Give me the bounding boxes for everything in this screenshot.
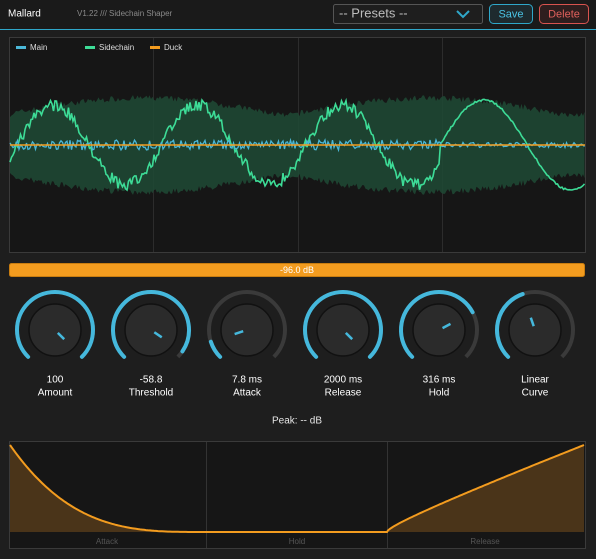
knob-label: Amount xyxy=(38,388,73,399)
knob-pointer[interactable] xyxy=(153,331,163,339)
knob-label: Hold xyxy=(429,388,450,399)
knob-body[interactable] xyxy=(220,303,274,357)
presets-select[interactable]: -- Presets -- xyxy=(333,4,483,24)
save-label[interactable]: Save xyxy=(498,8,523,20)
chevron[interactable] xyxy=(456,10,470,19)
version: V1.22 /// Sidechain Shaper xyxy=(77,9,173,18)
meter-label: -96.0 dB xyxy=(280,265,314,275)
knob-pointer[interactable] xyxy=(56,331,66,341)
envelope-fill xyxy=(10,445,584,532)
presets-placeholder[interactable]: -- Presets -- xyxy=(339,5,408,20)
knob[interactable] xyxy=(303,290,383,359)
knob-body[interactable] xyxy=(316,303,370,357)
knob[interactable] xyxy=(398,290,479,359)
knob-arc[interactable] xyxy=(398,290,475,359)
delete-button[interactable]: Delete xyxy=(539,4,589,24)
envelope-content: Attack Hold Release xyxy=(9,444,585,546)
knob-label: Release xyxy=(325,388,362,399)
knob-body[interactable] xyxy=(412,303,466,357)
knob-value: Linear xyxy=(521,375,549,386)
knob-arc[interactable] xyxy=(111,290,191,359)
select-box[interactable] xyxy=(333,4,483,24)
knob-body[interactable] xyxy=(508,303,562,357)
knob[interactable] xyxy=(495,290,575,359)
knob-pointer[interactable] xyxy=(234,330,244,336)
legend-label: Duck xyxy=(164,43,183,52)
envelope-label: Release xyxy=(470,537,500,546)
knob-value: 100 xyxy=(47,375,64,386)
knobs: 100 Amount -58.8 Threshold 7.8 ms Attack 2000 … xyxy=(15,290,575,399)
peak-label: Peak: -- dB xyxy=(272,416,322,427)
knob-label: Curve xyxy=(522,388,549,399)
knob-value: -58.8 xyxy=(140,375,163,386)
legend-label: Main xyxy=(30,43,47,52)
envelope-label: Hold xyxy=(289,537,305,546)
knob-track[interactable] xyxy=(207,290,287,359)
scope-content: Main Sidechain Duck xyxy=(9,38,586,252)
knob-value: 316 ms xyxy=(423,375,456,386)
legend-label: Sidechain xyxy=(99,43,134,52)
knob-pointer[interactable] xyxy=(529,317,535,327)
sidechain-wave xyxy=(9,97,586,192)
main-wave xyxy=(9,137,585,153)
knob-value: 7.8 ms xyxy=(232,375,262,386)
envelope-curve xyxy=(9,444,585,533)
delete-label[interactable]: Delete xyxy=(548,8,580,20)
knob-pointer[interactable] xyxy=(441,322,452,330)
envelope-label: Attack xyxy=(96,537,119,546)
knob-arc[interactable] xyxy=(303,290,383,359)
legend-swatch xyxy=(85,46,95,49)
knob-pointer[interactable] xyxy=(344,331,354,341)
knob-body[interactable] xyxy=(124,303,178,357)
legend-swatch xyxy=(16,46,26,49)
knob[interactable] xyxy=(207,290,287,359)
plugin-title: Mallard xyxy=(8,9,41,20)
knob-body[interactable] xyxy=(28,303,82,357)
delete-box[interactable] xyxy=(539,4,589,24)
knob[interactable] xyxy=(15,290,95,359)
knob-value: 2000 ms xyxy=(324,375,362,386)
knob-arc[interactable] xyxy=(15,290,95,359)
knob-label: Threshold xyxy=(129,388,173,399)
knob-arc[interactable] xyxy=(208,339,223,359)
legend-swatch xyxy=(150,46,160,49)
save-box[interactable] xyxy=(489,4,533,24)
save-button[interactable]: Save xyxy=(489,4,533,24)
knob-label: Attack xyxy=(233,388,262,399)
meter xyxy=(9,263,585,277)
knob[interactable] xyxy=(111,290,191,359)
knob-arc[interactable] xyxy=(495,292,525,359)
